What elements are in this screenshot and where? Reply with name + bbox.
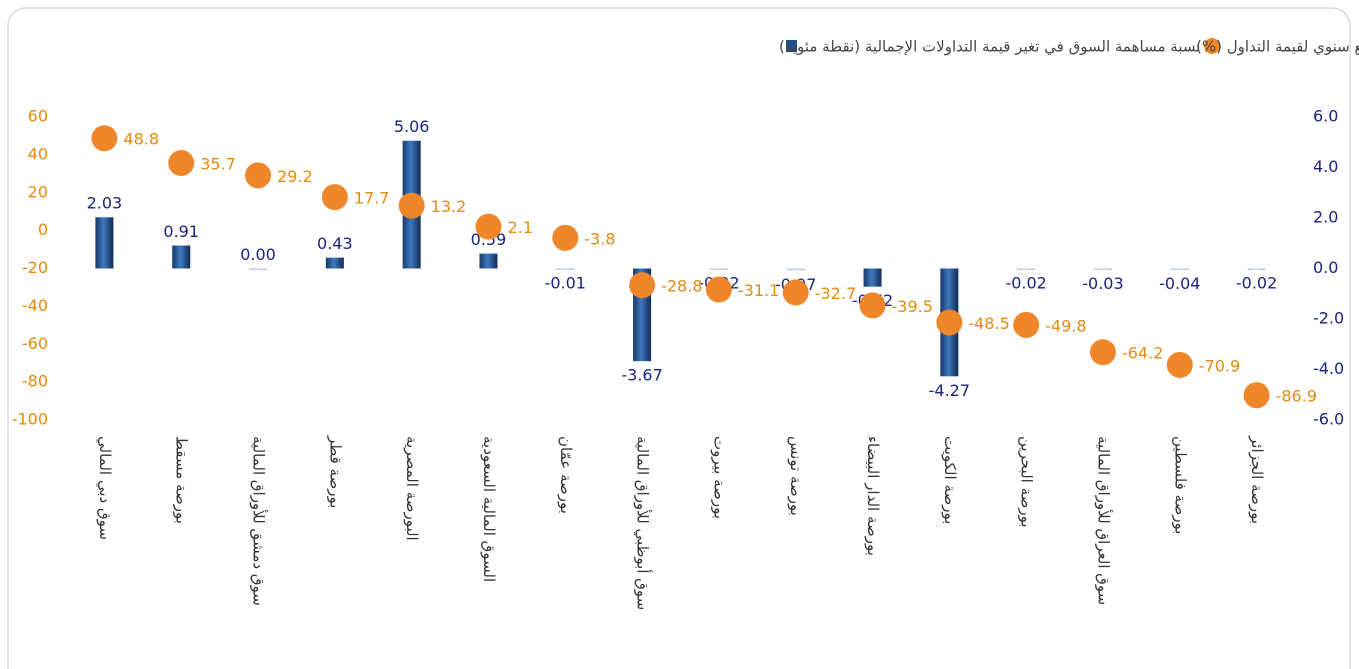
- dot: [321, 184, 348, 211]
- bar: [172, 245, 191, 269]
- bar: [709, 268, 728, 270]
- dot-value-label: -49.8: [1045, 316, 1086, 335]
- x-tick-label: بورصة الكويت: [941, 436, 959, 524]
- dot-value-label: -28.8: [661, 277, 702, 296]
- x-tick-label: بورصة فلسطين: [1171, 436, 1189, 534]
- dot-value-label: -64.2: [1122, 344, 1163, 363]
- dot: [552, 224, 579, 251]
- y-tick-label: -40: [22, 296, 48, 315]
- bar: [325, 257, 344, 269]
- dot: [705, 276, 732, 303]
- bar: [556, 268, 575, 270]
- legend-label: نسبة مساهمة السوق في تغير قيمة التداولات…: [779, 38, 1200, 57]
- dot: [782, 279, 809, 306]
- dot-value-label: 29.2: [277, 167, 313, 186]
- bar-value-label: -0.02: [1005, 274, 1046, 293]
- x-tick-label: بورصة قطر: [326, 435, 344, 508]
- legend-label: نسبة التغير الربع سنوي لقيمة التداول (%): [1196, 38, 1359, 57]
- y-tick-label: 0: [38, 220, 48, 239]
- bar-value-label: 0.00: [240, 245, 276, 264]
- y-tick-label: -100: [12, 410, 48, 429]
- bar: [863, 268, 882, 287]
- dot: [91, 125, 118, 152]
- x-tick-label: سوق أبوظبي للأوراق المالية: [633, 436, 653, 610]
- bar: [1247, 268, 1266, 270]
- dot: [859, 292, 886, 319]
- bar-value-label: 2.03: [87, 194, 123, 213]
- dot-value-label: -48.5: [968, 314, 1009, 333]
- dot-value-label: 17.7: [354, 189, 390, 208]
- bar: [1093, 268, 1112, 270]
- bar-value-label: -4.27: [929, 381, 970, 400]
- card: [7, 7, 1351, 669]
- dot: [1243, 382, 1270, 409]
- bar-value-label: 0.43: [317, 234, 353, 253]
- bar: [249, 268, 268, 270]
- y2-tick-label: 0.0: [1313, 258, 1338, 277]
- x-tick-label: البورصة المصرية: [403, 436, 421, 541]
- bar: [786, 268, 805, 271]
- y-tick-label: -20: [22, 258, 48, 277]
- bar: [1017, 268, 1036, 270]
- dot-value-label: -70.9: [1199, 356, 1240, 375]
- x-tick-label: بورصة الدار البيضاء: [864, 436, 882, 556]
- dot-value-label: -32.7: [815, 284, 856, 303]
- y-tick-label: 20: [28, 182, 48, 201]
- x-tick-label: سوق دمشق للأوراق المالية: [250, 436, 269, 606]
- x-tick-label: بورصة البحرين: [1018, 436, 1036, 528]
- bar: [479, 253, 498, 269]
- bar-value-label: -0.04: [1159, 274, 1200, 293]
- dot: [168, 150, 195, 177]
- dot-value-label: -31.1: [738, 281, 779, 300]
- y2-tick-label: -4.0: [1313, 359, 1344, 378]
- bar: [1170, 268, 1189, 270]
- y-tick-label: 60: [28, 107, 48, 126]
- legend-marker: [786, 40, 797, 52]
- dot: [936, 309, 963, 336]
- bar-value-label: 0.91: [163, 222, 199, 241]
- y2-tick-label: -6.0: [1313, 410, 1344, 429]
- dot: [1166, 351, 1193, 378]
- bar-value-label: 5.06: [394, 117, 430, 136]
- dot: [475, 213, 502, 240]
- dot: [398, 192, 425, 219]
- x-tick-label: سوق دبي المالي: [95, 436, 114, 540]
- x-tick-label: بورصة بيروت: [710, 436, 728, 519]
- y-tick-label: -80: [22, 372, 48, 391]
- x-tick-label: سوق العراق للأوراق المالية: [1094, 436, 1113, 605]
- x-tick-label: بورصة عمّان: [557, 436, 575, 514]
- dot: [1089, 339, 1116, 366]
- x-tick-label: السوق المالية السعودية: [480, 436, 498, 582]
- dot-value-label: -86.9: [1276, 387, 1317, 406]
- dot-value-label: 2.1: [507, 218, 532, 237]
- bar-value-label: -0.01: [545, 273, 586, 292]
- dot-value-label: -39.5: [892, 297, 933, 316]
- dot: [1013, 311, 1040, 338]
- y-tick-label: -60: [22, 334, 48, 353]
- y2-tick-label: 6.0: [1313, 107, 1338, 126]
- bar: [95, 217, 114, 269]
- bar-value-label: -3.67: [621, 366, 662, 385]
- dot: [629, 272, 656, 299]
- y2-tick-label: 2.0: [1313, 208, 1338, 227]
- dot-value-label: 13.2: [431, 197, 467, 216]
- x-tick-label: بورصة تونس: [787, 436, 805, 516]
- legend-marker: [1204, 38, 1220, 54]
- x-tick-label: بورصة مسقط: [173, 436, 191, 524]
- dot-value-label: 48.8: [123, 130, 159, 149]
- bar-value-label: -0.02: [1236, 274, 1277, 293]
- dot: [245, 162, 272, 189]
- y-tick-label: 40: [28, 144, 48, 163]
- x-tick-label: بورصة الجزائر: [1248, 435, 1266, 524]
- dot-value-label: -3.8: [584, 229, 615, 248]
- y2-tick-label: 4.0: [1313, 157, 1338, 176]
- dot-value-label: 35.7: [200, 155, 236, 174]
- y2-tick-label: -2.0: [1313, 309, 1344, 328]
- bar-value-label: -0.03: [1082, 274, 1123, 293]
